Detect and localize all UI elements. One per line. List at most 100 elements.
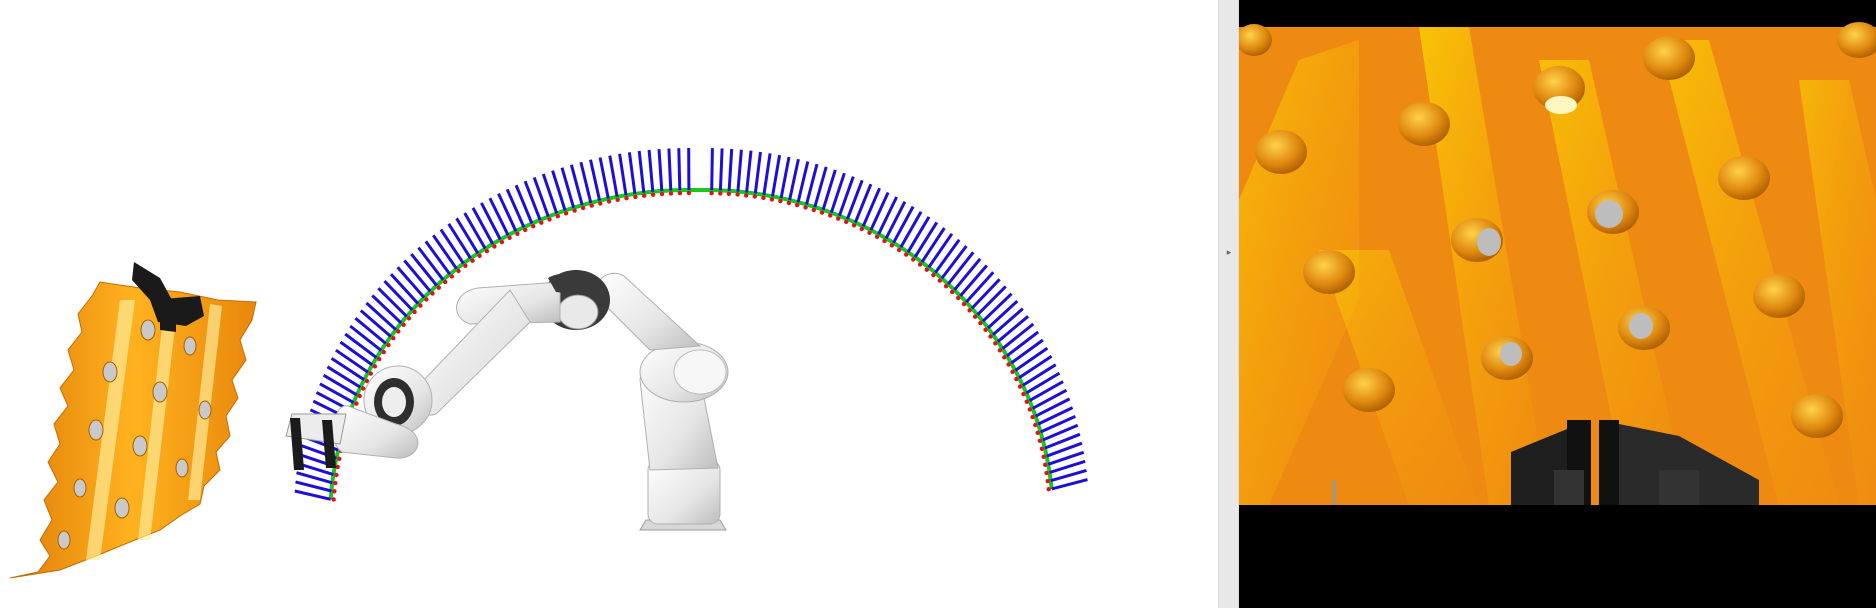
frame-z-axis [532,176,550,218]
frame-x-axis [1039,446,1045,451]
frame-z-axis [1031,388,1068,410]
frame-x-axis [386,342,391,348]
frame-x-axis [726,191,732,196]
frame-x-axis [406,316,412,321]
frame-z-axis [710,148,714,191]
frame-x-axis [357,393,362,399]
frame-x-axis [778,198,783,204]
frame-x-axis [470,258,475,263]
frame-z-axis [432,234,458,270]
frame-z-axis [439,228,465,265]
frame-z-axis [514,184,534,225]
frame-x-axis [606,199,612,204]
frame-x-axis [424,297,429,302]
frame-z-axis [296,471,333,485]
frame-z-axis [455,217,480,255]
frame-x-axis [917,262,923,267]
frame-z-axis [965,271,995,304]
frame-x-axis [943,284,949,289]
frame-z-axis [297,462,334,477]
frame-x-axis [972,314,978,319]
frame-z-axis [762,153,772,196]
camera-image [1239,0,1876,608]
frame-x-axis [668,191,674,196]
robot-arm [285,270,729,531]
frame-z-axis [718,148,724,191]
frame-x-axis [381,349,386,355]
frame-x-axis [950,289,955,295]
frame-z-axis [410,253,438,287]
frame-z-axis [940,245,968,280]
frame-z-axis [569,164,584,206]
frame-z-axis [934,238,961,274]
frame-x-axis [1041,454,1046,459]
frame-x-axis [443,279,448,285]
frame-x-axis [1021,391,1026,397]
frame-z-axis [396,266,426,299]
frame-x-axis [752,194,757,199]
frame-x-axis [931,272,936,278]
3d-viewport[interactable] [0,0,1218,608]
frame-x-axis [507,235,512,240]
frame-x-axis [844,219,849,224]
frame-x-axis [337,456,342,461]
frame-z-axis [821,169,837,211]
frame-z-axis [371,294,403,325]
workpiece-plate [9,281,257,579]
frame-x-axis [499,239,505,245]
frame-x-axis [851,223,857,228]
frame-z-axis [753,151,762,194]
trajectory-frames [294,147,1088,502]
frame-z-axis [1014,346,1049,372]
frame-x-axis [1010,369,1015,374]
frame-z-axis [1042,423,1079,442]
frame-z-axis [322,373,358,397]
frame-z-axis [541,173,559,214]
frame-x-axis [1035,430,1040,435]
collapse-arrow-icon[interactable]: ▸ [1226,248,1232,258]
frame-z-axis [471,207,495,245]
frame-z-axis [877,196,898,235]
frame-x-axis [589,203,594,208]
frame-z-axis [899,210,923,249]
frame-x-axis [372,364,378,369]
frame-z-axis [1037,406,1074,426]
camera-gripper-silhouette [1333,420,1759,505]
frame-z-axis [349,324,383,352]
frame-x-axis [1045,478,1050,484]
frame-z-axis [1001,322,1035,350]
frame-z-axis [779,156,791,199]
frame-z-axis [383,280,414,312]
frame-x-axis [368,371,373,376]
frame-x-axis [803,205,808,210]
frame-x-axis [430,291,435,296]
frame-x-axis [924,267,929,272]
frame-z-axis [417,246,445,281]
frame-z-axis [771,154,782,197]
frame-z-axis [1028,380,1064,402]
frame-z-axis [996,315,1030,343]
frame-x-axis [456,268,461,274]
frame-z-axis [667,148,673,191]
frame-z-axis [551,170,567,211]
frame-x-axis [1037,438,1043,443]
frame-x-axis [978,320,983,326]
frame-z-axis [359,309,392,338]
panel-splitter[interactable]: ▸ [1218,0,1239,608]
frame-x-axis [391,336,396,341]
frame-z-axis [906,216,931,253]
frame-x-axis [547,217,552,222]
frame-x-axis [331,497,336,502]
frame-z-axis [294,489,332,501]
frame-x-axis [867,230,872,235]
frame-z-axis [837,176,855,217]
frame-z-axis [447,222,472,260]
frame-x-axis [1030,414,1035,420]
frame-z-axis [424,240,452,276]
frame-z-axis [927,232,954,269]
frame-z-axis [869,191,890,231]
frame-z-axis [677,148,682,191]
frame-x-axis [1014,376,1019,382]
frame-x-axis [361,386,366,391]
frame-x-axis [354,401,359,406]
